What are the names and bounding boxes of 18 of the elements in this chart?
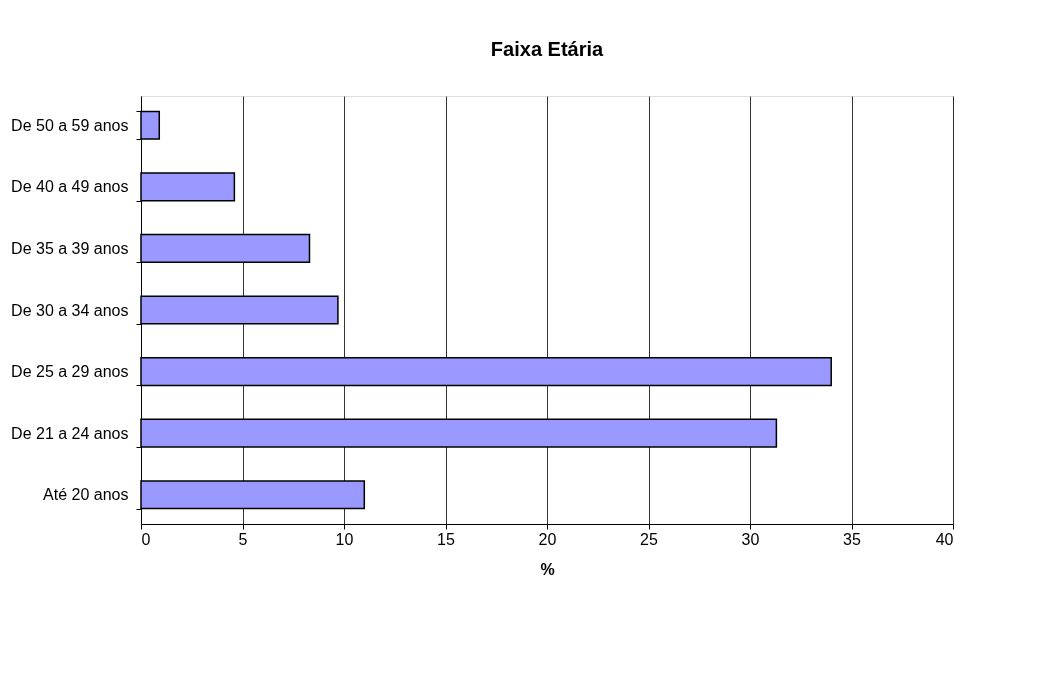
x-tick-label: 35 — [843, 530, 861, 548]
x-axis-title: % — [540, 560, 555, 578]
x-tick-label: 40 — [935, 530, 954, 548]
x-tick-label: 10 — [335, 530, 354, 548]
x-tick-label: 25 — [640, 530, 658, 548]
y-tick-label: De 30 a 34 anos — [11, 301, 129, 319]
y-tick-label: Até 20 anos — [43, 486, 129, 504]
y-tick-label: De 21 a 24 anos — [11, 424, 129, 442]
x-tick-label: 5 — [238, 530, 248, 548]
y-tick-label: De 35 a 39 anos — [11, 239, 129, 257]
x-tick-label: 0 — [141, 530, 151, 548]
x-tick-label: 15 — [437, 530, 455, 548]
x-tick-label: 30 — [741, 530, 760, 548]
x-tick-label: 20 — [538, 530, 557, 548]
y-tick-label: De 40 a 49 anos — [11, 178, 129, 196]
y-tick-label: De 50 a 59 anos — [11, 116, 129, 134]
chart-title: Faixa Etária — [490, 38, 605, 60]
y-tick-label: De 25 a 29 anos — [11, 363, 129, 381]
